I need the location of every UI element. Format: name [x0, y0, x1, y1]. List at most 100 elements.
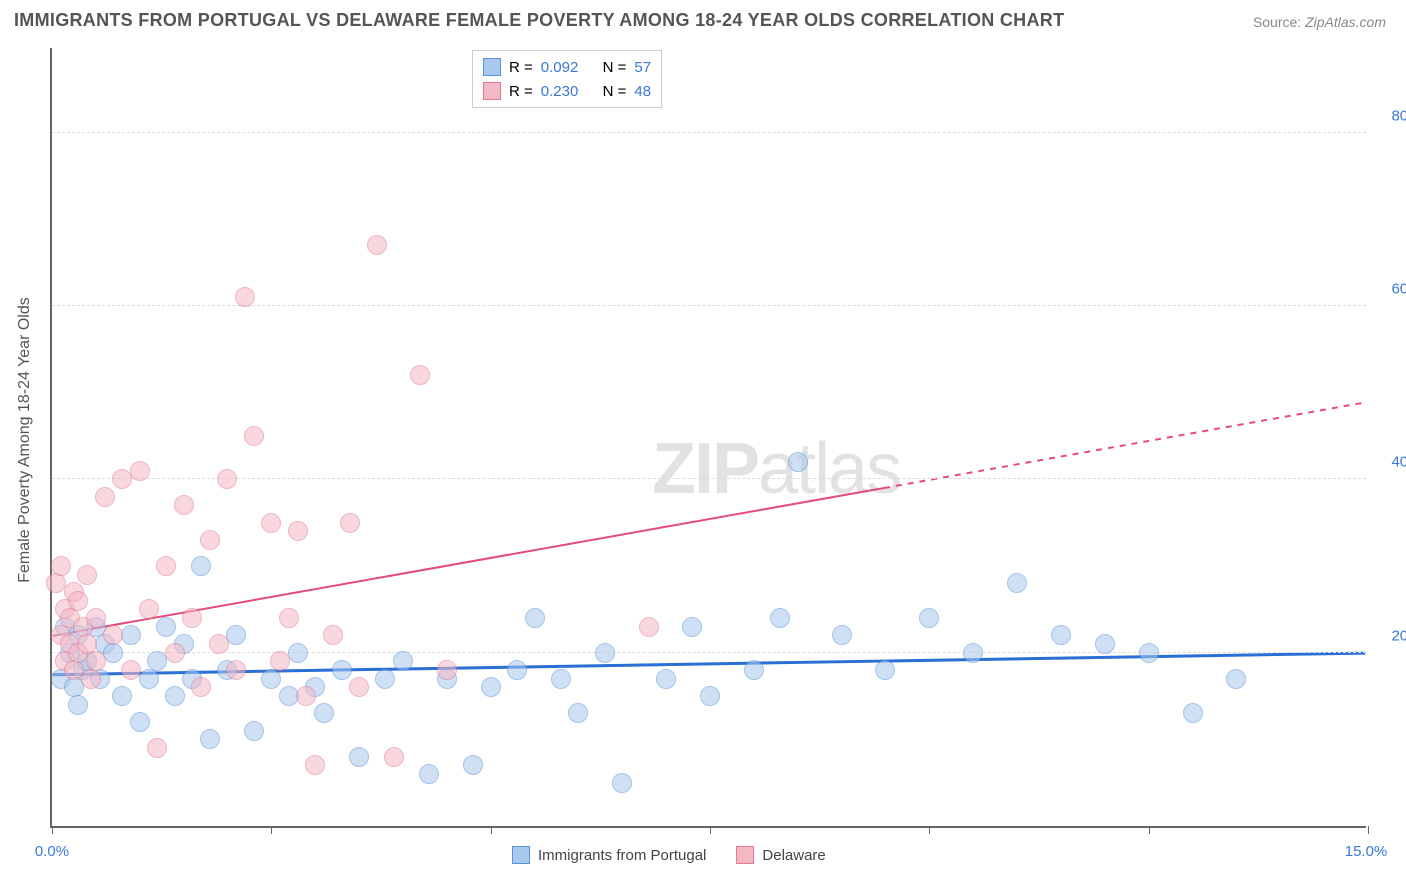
y-axis-title: Female Poverty Among 18-24 Year Olds — [16, 297, 34, 583]
data-point — [130, 712, 150, 732]
data-point — [393, 651, 413, 671]
data-point — [375, 669, 395, 689]
data-point — [744, 660, 764, 680]
data-point — [64, 582, 84, 602]
data-point — [200, 530, 220, 550]
data-point — [68, 643, 88, 663]
trend-lines — [52, 48, 1366, 826]
data-point — [656, 669, 676, 689]
data-point — [770, 608, 790, 628]
data-point — [437, 669, 457, 689]
data-point — [60, 643, 80, 663]
data-point — [244, 721, 264, 741]
data-point — [226, 660, 246, 680]
data-point — [95, 487, 115, 507]
gridline — [52, 132, 1366, 133]
chart-title: IMMIGRANTS FROM PORTUGAL VS DELAWARE FEM… — [14, 10, 1064, 31]
data-point — [200, 729, 220, 749]
data-point — [147, 738, 167, 758]
data-point — [305, 677, 325, 697]
data-point — [86, 617, 106, 637]
data-point — [68, 591, 88, 611]
data-point — [682, 617, 702, 637]
data-point — [55, 651, 75, 671]
y-tick-label: 40.0% — [1374, 454, 1406, 471]
data-point — [77, 651, 97, 671]
data-point — [551, 669, 571, 689]
data-point — [103, 643, 123, 663]
data-point — [323, 625, 343, 645]
data-point — [139, 669, 159, 689]
data-point — [86, 651, 106, 671]
data-point — [963, 643, 983, 663]
watermark-zip: ZIP — [652, 429, 758, 509]
data-point — [788, 452, 808, 472]
data-point — [90, 669, 110, 689]
data-point — [182, 669, 202, 689]
data-point — [60, 608, 80, 628]
data-point — [156, 556, 176, 576]
legend-stats-row: R = 0.092 N = 57 — [483, 55, 651, 79]
r-label: R = — [509, 83, 533, 100]
data-point — [367, 235, 387, 255]
data-point — [182, 608, 202, 628]
data-point — [507, 660, 527, 680]
legend-item: Delaware — [736, 846, 825, 864]
data-point — [832, 625, 852, 645]
data-point — [51, 556, 71, 576]
swatch-series-0 — [483, 58, 501, 76]
data-point — [174, 495, 194, 515]
x-tick — [271, 826, 272, 834]
data-point — [481, 677, 501, 697]
x-axis-max-label: 15.0% — [1345, 843, 1388, 860]
data-point — [112, 686, 132, 706]
gridline — [52, 652, 1366, 653]
n-value-0: 57 — [634, 59, 651, 76]
data-point — [86, 608, 106, 628]
data-point — [156, 617, 176, 637]
data-point — [349, 747, 369, 767]
source-attribution: Source: ZipAtlas.com — [1253, 14, 1386, 30]
data-point — [139, 599, 159, 619]
data-point — [305, 755, 325, 775]
data-point — [191, 677, 211, 697]
gridline — [52, 478, 1366, 479]
swatch-series-0 — [512, 846, 530, 864]
data-point — [296, 686, 316, 706]
data-point — [1183, 703, 1203, 723]
data-point — [700, 686, 720, 706]
data-point — [55, 617, 75, 637]
data-point — [288, 643, 308, 663]
legend-label-1: Delaware — [762, 847, 825, 864]
data-point — [314, 703, 334, 723]
data-point — [46, 573, 66, 593]
data-point — [639, 617, 659, 637]
data-point — [103, 625, 123, 645]
data-point — [1007, 573, 1027, 593]
data-point — [165, 686, 185, 706]
x-tick — [929, 826, 930, 834]
data-point — [73, 660, 93, 680]
data-point — [226, 625, 246, 645]
x-tick — [710, 826, 711, 834]
n-value-1: 48 — [634, 83, 651, 100]
data-point — [612, 773, 632, 793]
r-value-0: 0.092 — [541, 59, 579, 76]
r-label: R = — [509, 59, 533, 76]
data-point — [384, 747, 404, 767]
swatch-series-1 — [483, 82, 501, 100]
data-point — [112, 469, 132, 489]
data-point — [191, 556, 211, 576]
legend-series: Immigrants from Portugal Delaware — [512, 846, 826, 864]
data-point — [81, 669, 101, 689]
data-point — [51, 669, 71, 689]
data-point — [525, 608, 545, 628]
legend-label-0: Immigrants from Portugal — [538, 847, 706, 864]
data-point — [595, 643, 615, 663]
data-point — [270, 651, 290, 671]
gridline — [52, 305, 1366, 306]
data-point — [437, 660, 457, 680]
source-value: ZipAtlas.com — [1305, 14, 1386, 30]
data-point — [217, 469, 237, 489]
data-point — [919, 608, 939, 628]
